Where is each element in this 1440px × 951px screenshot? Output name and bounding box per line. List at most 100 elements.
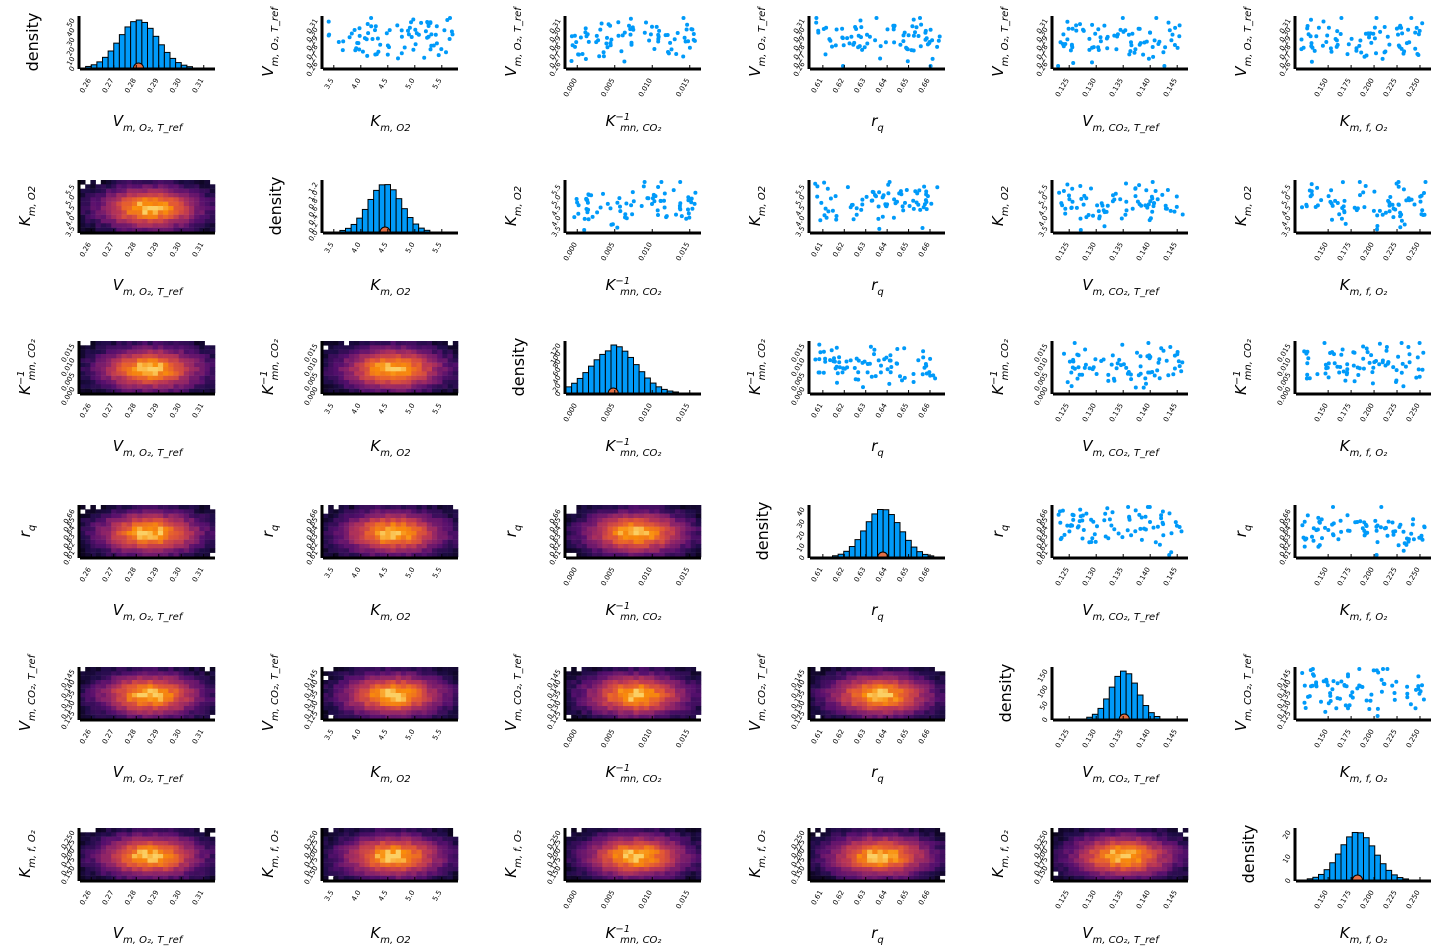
- heat-cell: [111, 684, 117, 689]
- heat-cell: [131, 210, 138, 215]
- heat-cell: [204, 354, 211, 359]
- scatter-point: [888, 353, 893, 358]
- heat-cell: [100, 714, 107, 720]
- heat-cell: [421, 384, 428, 389]
- scatter-point: [921, 205, 926, 210]
- x-tick-label: 0.64: [874, 566, 889, 584]
- heat-cell: [390, 680, 396, 685]
- scatter-point: [1109, 362, 1114, 367]
- heat-cell: [385, 697, 391, 702]
- heat-cell: [820, 701, 826, 707]
- hist-bar: [1136, 694, 1144, 720]
- heat-cell: [939, 684, 946, 689]
- heat-cell: [566, 684, 572, 689]
- heat-cell: [369, 706, 376, 711]
- heat-cell: [406, 341, 412, 346]
- heat-cell: [90, 518, 96, 523]
- heat-cell: [95, 710, 102, 715]
- heat-cell: [111, 384, 117, 389]
- heat-cell: [106, 201, 112, 207]
- heat-cell: [100, 667, 107, 672]
- scatter-point: [387, 28, 392, 33]
- scatter-point: [672, 37, 677, 42]
- heat-cell: [586, 680, 593, 685]
- heat-cell: [638, 531, 645, 536]
- heat-cell: [183, 693, 190, 698]
- heat-cell: [447, 531, 454, 536]
- scatter-point: [1301, 45, 1306, 50]
- scatter-point: [1328, 699, 1333, 703]
- heat-cell: [581, 539, 588, 545]
- heat-cell: [90, 684, 96, 689]
- x-tick-label: 0.005: [600, 77, 617, 98]
- x-tick-label: 0.135: [1108, 566, 1125, 587]
- scatter-point: [1125, 528, 1130, 533]
- scatter-point: [1056, 512, 1061, 517]
- heat-cell: [597, 522, 603, 527]
- heat-cell: [685, 714, 691, 720]
- x-tick-label: 0.63: [853, 241, 868, 259]
- heat-cell: [685, 667, 691, 672]
- heat-cell: [669, 552, 676, 558]
- heat-cell: [147, 188, 153, 194]
- heat-cell: [95, 184, 102, 189]
- y-axis-label: Km, O2: [502, 186, 524, 226]
- heat-cell: [116, 522, 122, 527]
- scatter-point: [862, 45, 867, 50]
- x-tick-label: 0.175: [1336, 241, 1353, 262]
- heat-cell: [349, 710, 355, 715]
- scatter-point: [1332, 361, 1337, 366]
- heat-cell: [566, 680, 572, 685]
- heat-cell: [111, 354, 117, 359]
- heat-cell: [189, 223, 195, 228]
- heat-cell: [571, 701, 577, 707]
- heat-cell: [178, 197, 185, 202]
- heat-cell: [173, 710, 179, 715]
- heat-cell: [861, 697, 868, 702]
- heat-cell: [612, 688, 619, 694]
- hist-bar: [356, 217, 363, 233]
- heat-cell: [359, 358, 365, 363]
- scatter-point: [1179, 369, 1184, 374]
- scatter-point: [385, 52, 390, 57]
- heat-cell: [442, 345, 448, 350]
- heat-cell: [111, 188, 117, 194]
- heat-cell: [106, 223, 112, 228]
- scatter-point: [411, 17, 416, 22]
- scatter-point: [1355, 686, 1360, 691]
- heat-cell: [80, 362, 86, 368]
- heat-cell: [669, 509, 676, 514]
- heat-cell: [623, 509, 629, 514]
- hist-bar: [163, 51, 171, 69]
- heat-cell: [571, 684, 577, 689]
- heat-cell: [416, 388, 422, 394]
- x-tick-label: 0.27: [101, 728, 116, 746]
- heat-cell: [369, 354, 376, 359]
- heat-cell: [106, 701, 112, 707]
- heat-cell: [654, 675, 660, 681]
- scatter-point: [1357, 180, 1362, 184]
- heat-cell: [612, 535, 619, 540]
- scatter-point: [902, 30, 907, 35]
- heat-cell: [157, 667, 164, 672]
- heat-cell: [846, 697, 852, 702]
- heat-cell: [163, 526, 169, 532]
- heat-cell: [343, 544, 350, 549]
- scatter-point: [1058, 520, 1063, 525]
- heat-cell: [189, 693, 195, 698]
- heat-cell: [576, 513, 582, 519]
- heat-cell: [209, 667, 216, 672]
- heat-cell: [95, 358, 102, 363]
- heat-cell: [204, 693, 211, 698]
- heat-cell: [623, 714, 629, 720]
- scatter-point: [1172, 43, 1177, 47]
- heat-cell: [168, 539, 174, 545]
- y-tick-label: 10: [65, 55, 76, 67]
- scatter-point: [1152, 201, 1156, 206]
- x-tick-label: 0.64: [874, 77, 889, 95]
- density-label: density: [753, 502, 772, 561]
- scatter-point: [1065, 523, 1070, 528]
- heat-cell: [830, 697, 837, 702]
- heat-cell: [111, 706, 117, 711]
